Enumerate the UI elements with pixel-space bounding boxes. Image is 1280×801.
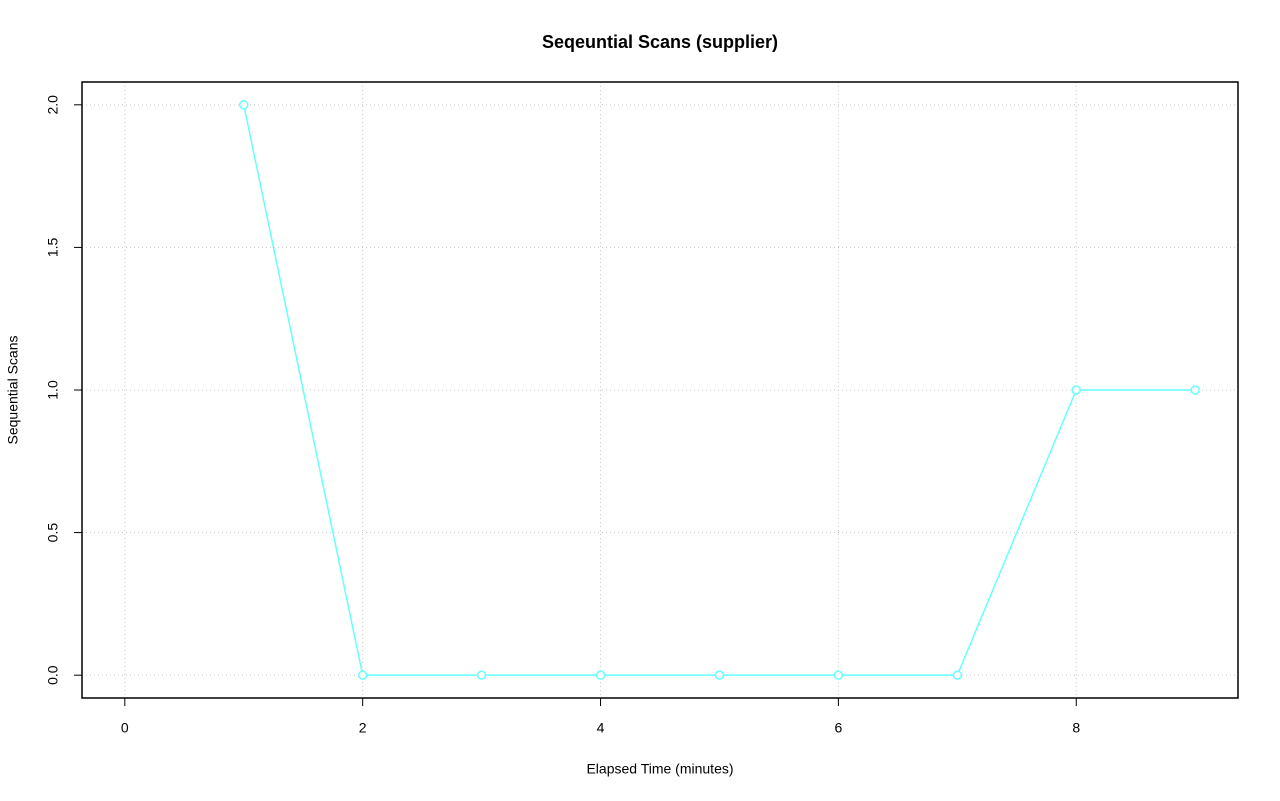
y-tick-label: 2.0 <box>45 95 61 115</box>
x-tick-label: 6 <box>834 720 842 736</box>
data-point <box>952 670 963 680</box>
x-tick-label: 0 <box>121 720 129 736</box>
data-point <box>357 670 368 680</box>
x-axis-label: Elapsed Time (minutes) <box>586 761 733 777</box>
data-point <box>1071 385 1082 395</box>
data-point <box>714 670 725 680</box>
y-axis-label: Sequential Scans <box>5 336 21 445</box>
y-tick-label: 1.5 <box>45 237 61 257</box>
x-tick-label: 8 <box>1072 720 1080 736</box>
data-point <box>1190 385 1200 395</box>
y-tick-label: 1.0 <box>45 380 61 400</box>
data-point <box>833 670 844 680</box>
chart-title: Seqeuntial Scans (supplier) <box>542 32 778 52</box>
plot-frame <box>81 81 1239 699</box>
y-tick-label: 0.0 <box>45 665 61 685</box>
data-point <box>595 670 606 680</box>
data-point <box>476 670 487 680</box>
x-tick-label: 4 <box>597 720 605 736</box>
y-tick-label: 0.5 <box>45 523 61 543</box>
data-point <box>238 100 249 110</box>
x-tick-label: 2 <box>359 720 367 736</box>
